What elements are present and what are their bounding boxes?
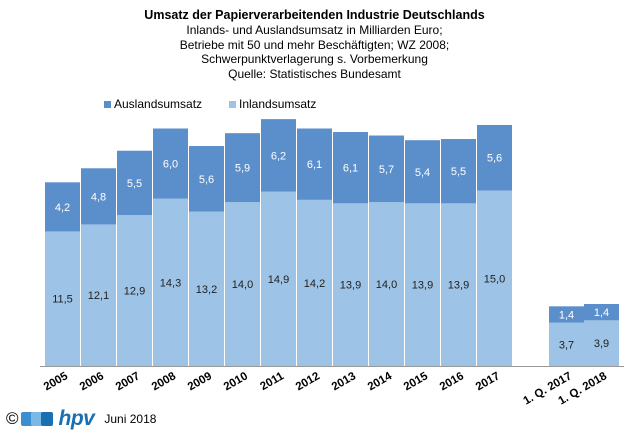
bar-auslandsumsatz (81, 168, 116, 225)
chart-subtitle-line: Betriebe mit 50 und mehr Beschäftigten; … (179, 37, 450, 52)
x-tick-label: 2017 (474, 370, 502, 393)
data-label-auslandsumsatz: 5,5 (451, 166, 466, 178)
data-label-inlandsumsatz: 13,2 (196, 284, 217, 296)
data-label-auslandsumsatz: 6,0 (163, 159, 178, 171)
data-label-auslandsumsatz: 5,9 (235, 163, 250, 175)
footer-date: Juni 2018 (104, 412, 157, 426)
bar-inlandsumsatz (477, 190, 512, 366)
data-label-inlandsumsatz: 14,9 (268, 274, 289, 286)
bar-auslandsumsatz (189, 146, 224, 212)
x-tick-label: 2011 (258, 370, 286, 393)
data-label-inlandsumsatz: 13,9 (448, 280, 469, 292)
data-label-auslandsumsatz: 5,7 (379, 164, 394, 176)
bar-auslandsumsatz (333, 132, 368, 204)
chart-subtitle-line: Schwerpunktverlagerung s. Vorbemerkung (201, 52, 428, 66)
bar-inlandsumsatz (225, 202, 260, 366)
data-label-auslandsumsatz: 5,6 (199, 174, 214, 186)
data-label-inlandsumsatz: 12,9 (124, 286, 145, 298)
hpv-logo-icon (20, 409, 55, 429)
data-label-inlandsumsatz: 14,2 (304, 278, 325, 290)
bar-auslandsumsatz (405, 140, 440, 204)
data-label-auslandsumsatz: 6,2 (271, 150, 286, 162)
bar-auslandsumsatz (261, 119, 296, 192)
bar-inlandsumsatz (297, 199, 332, 366)
x-tick-label: 2014 (366, 370, 395, 393)
bar-auslandsumsatz (369, 135, 404, 203)
x-tick-label: 2009 (186, 370, 214, 393)
bar-inlandsumsatz (441, 203, 476, 366)
bar-inlandsumsatz (117, 215, 152, 366)
bar-inlandsumsatz (333, 203, 368, 366)
data-label-auslandsumsatz: 4,8 (91, 191, 106, 203)
data-label-auslandsumsatz: 1,4 (559, 310, 574, 322)
chart-title: Umsatz der Papierverarbeitenden Industri… (144, 8, 485, 22)
data-label-inlandsumsatz: 14,0 (376, 279, 397, 291)
data-label-inlandsumsatz: 13,9 (412, 280, 433, 292)
data-label-auslandsumsatz: 6,1 (343, 163, 358, 175)
data-label-inlandsumsatz: 13,9 (340, 280, 361, 292)
data-label-auslandsumsatz: 4,2 (55, 202, 70, 214)
logo-square (20, 412, 33, 426)
data-label-inlandsumsatz: 12,1 (88, 290, 109, 302)
x-tick-label: 2006 (78, 370, 106, 393)
x-tick-label: 2013 (330, 370, 358, 393)
bar-auslandsumsatz (584, 303, 619, 321)
legend-label: Inlandsumsatz (239, 97, 316, 111)
copyright-symbol: © (6, 409, 19, 428)
bar-auslandsumsatz (225, 133, 260, 203)
x-tick-label: 2008 (150, 370, 179, 393)
data-label-auslandsumsatz: 5,5 (127, 178, 142, 190)
chart-source: Quelle: Statistisches Bundesamt (228, 66, 401, 81)
x-tick-label: 2005 (42, 370, 71, 393)
logo-text: hpv (58, 407, 95, 430)
logo-square (40, 412, 53, 426)
x-tick-label: 2015 (402, 370, 431, 393)
chart-header: Umsatz der Papierverarbeitenden Industri… (0, 8, 629, 81)
bar-auslandsumsatz (153, 128, 188, 199)
bar-inlandsumsatz (45, 231, 80, 366)
data-label-auslandsumsatz: 5,6 (487, 153, 502, 165)
legend-label: Auslandsumsatz (114, 97, 202, 111)
bar-auslandsumsatz (117, 150, 152, 216)
data-label-inlandsumsatz: 14,0 (232, 279, 253, 291)
bar-inlandsumsatz (261, 191, 296, 366)
bar-auslandsumsatz (549, 306, 584, 323)
data-label-inlandsumsatz: 15,0 (484, 273, 505, 285)
bar-auslandsumsatz (297, 128, 332, 200)
data-label-inlandsumsatz: 3,9 (594, 338, 609, 350)
bar-auslandsumsatz (45, 182, 80, 232)
bar-inlandsumsatz (549, 322, 584, 366)
legend-swatch (104, 101, 111, 108)
x-tick-label: 2010 (222, 370, 250, 393)
data-label-inlandsumsatz: 11,5 (52, 294, 73, 306)
data-label-inlandsumsatz: 14,3 (160, 277, 181, 289)
logo-square (30, 412, 43, 426)
data-label-inlandsumsatz: 3,7 (559, 339, 574, 351)
data-label-auslandsumsatz: 1,4 (594, 307, 609, 319)
chart-subtitle-line: Inlands- und Auslandsumsatz in Milliarde… (186, 23, 443, 37)
bar-inlandsumsatz (369, 202, 404, 366)
bar-inlandsumsatz (189, 211, 224, 366)
data-label-auslandsumsatz: 5,4 (415, 167, 430, 179)
x-tick-label: 2012 (294, 370, 322, 393)
bar-inlandsumsatz (153, 198, 188, 366)
legend-swatch (229, 101, 236, 108)
footer: © hpv Juni 2018 (6, 407, 157, 430)
x-tick-label: 2016 (438, 370, 466, 393)
bar-inlandsumsatz (81, 224, 116, 366)
data-label-auslandsumsatz: 6,1 (307, 159, 322, 171)
bar-inlandsumsatz (584, 320, 619, 366)
bar-auslandsumsatz (441, 139, 476, 204)
x-tick-label: 2007 (114, 370, 142, 393)
bar-inlandsumsatz (405, 203, 440, 366)
bar-auslandsumsatz (477, 124, 512, 191)
